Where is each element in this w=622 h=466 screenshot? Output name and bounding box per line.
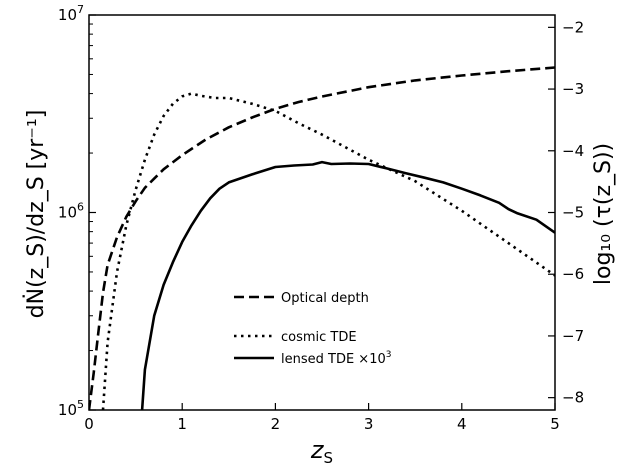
y-right-tick-label-7: −7 — [562, 327, 584, 345]
legend-label-lensed-tde-main: lensed TDE ×10 — [281, 352, 386, 367]
x-axis-title: zS — [310, 436, 333, 466]
series-line-lensed-tde-10 — [140, 160, 555, 410]
y-right-axis-title: log₁₀ (τ(z_S)) — [591, 143, 616, 285]
x-tick-label-0: 0 — [84, 415, 94, 433]
series-layer — [89, 66, 555, 410]
legend: Optical depth cosmic TDE lensed TDE ×103 — [234, 291, 391, 367]
y-left-tick-label-7: 107 — [58, 3, 84, 24]
legend-label-lensed-tde: lensed TDE ×103 — [281, 350, 391, 367]
y-right-tick-label-3: −3 — [562, 80, 584, 98]
plot-frame — [88, 14, 556, 411]
y-left-tick-label-6: 106 — [58, 201, 84, 222]
x-tick-label-1: 1 — [177, 415, 187, 433]
x-tick-label-4: 4 — [457, 415, 467, 433]
y-right-tick-label-2: −2 — [562, 18, 584, 36]
x-axis-title-sub: S — [324, 449, 334, 466]
x-axis-title-main: z — [310, 436, 325, 464]
legend-label-cosmic-tde: cosmic TDE — [281, 330, 357, 345]
ticks-layer: 0 1 2 3 4 5 105 106 107 −8 −7 −6 −5 −4 −3 −2 — [58, 3, 584, 433]
y-right-tick-label-5: −5 — [562, 204, 584, 222]
series-line-optical-depth — [89, 66, 555, 410]
y-left-axis-title: dṄ(z_S)/dz_S [yr⁻¹] — [23, 110, 49, 319]
y-right-tick-label-8: −8 — [562, 389, 584, 407]
y-right-tick-label-4: −4 — [562, 142, 584, 160]
legend-label-lensed-tde-sup: 3 — [386, 350, 392, 360]
x-tick-label-3: 3 — [364, 415, 374, 433]
x-tick-label-5: 5 — [550, 415, 560, 433]
x-tick-label-2: 2 — [271, 415, 281, 433]
legend-label-optical-depth: Optical depth — [281, 291, 369, 306]
y-left-tick-label-5: 105 — [58, 398, 84, 419]
y-right-tick-label-6: −6 — [562, 265, 584, 283]
